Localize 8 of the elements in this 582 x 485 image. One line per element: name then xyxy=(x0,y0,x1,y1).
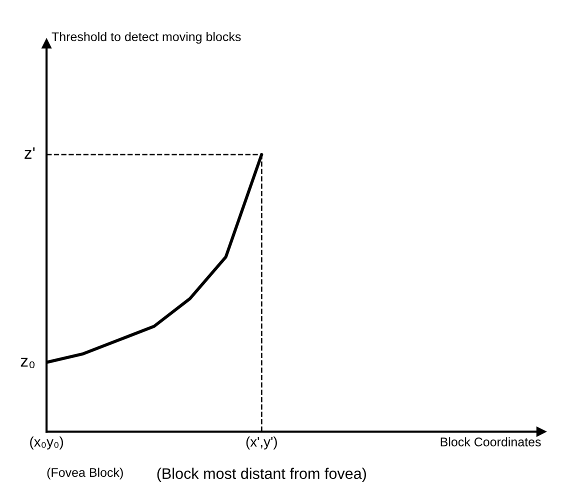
x-tick-label: (x₀y₀) xyxy=(30,436,64,450)
text: z₀ xyxy=(20,358,35,368)
text: Threshold to detect moving blocks xyxy=(52,32,241,44)
x-tick-label: (x',y') xyxy=(246,436,277,450)
text: (Block most distant from fovea) xyxy=(157,468,366,482)
text: Block Coordinates xyxy=(440,437,541,446)
text: z' xyxy=(24,147,35,159)
text: (Fovea Block) xyxy=(47,468,123,480)
